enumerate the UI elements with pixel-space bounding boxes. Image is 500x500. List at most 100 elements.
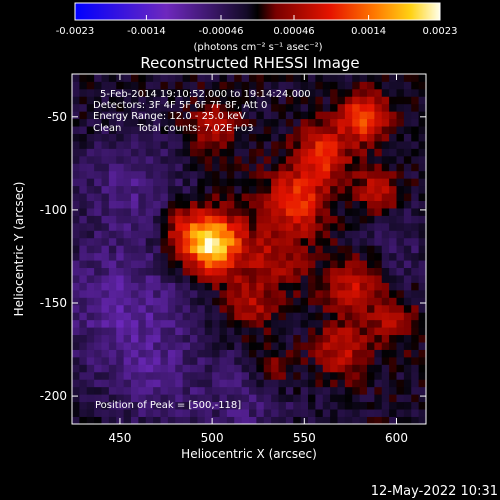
heatmap-cell [175,349,184,358]
heatmap-cell [167,88,176,97]
heatmap-cell [86,260,95,269]
heatmap-cell [271,312,279,321]
heatmap-cell [352,237,361,246]
heatmap-cell [374,170,383,179]
heatmap-cell [72,327,80,336]
heatmap-cell [315,245,324,254]
heatmap-cell [234,155,243,164]
heatmap-cell [381,215,390,224]
colorbar-tick-label: 0.0014 [351,26,386,37]
heatmap-cell [241,163,250,172]
heatmap-cell [300,349,309,358]
heatmap-cell [167,371,176,380]
heatmap-cell [116,200,125,209]
heatmap-cell [123,342,132,350]
heatmap-cell [123,148,132,157]
heatmap-cell [403,215,412,224]
heatmap-cell [293,81,302,90]
heatmap-cell [359,282,368,291]
heatmap-cell [396,334,405,343]
heatmap-cell [182,111,191,120]
heatmap-cell [322,222,331,231]
heatmap-cell [101,394,110,403]
heatmap-cell [234,118,243,127]
heatmap-cell [293,222,302,231]
heatmap-cell [167,282,176,291]
heatmap-cell [330,342,338,350]
heatmap-cell [204,319,213,328]
heatmap-cell [249,148,257,157]
heatmap-cell [256,327,265,336]
heatmap-cell [374,74,383,82]
heatmap-cell [411,319,420,328]
heatmap-cell [131,312,139,321]
heatmap-cell [263,289,272,298]
heatmap-cell [212,409,220,417]
heatmap-cell [330,208,338,216]
heatmap-cell [182,215,191,224]
heatmap-cell [175,141,184,149]
heatmap-cell [278,118,287,127]
heatmap-cell [72,342,80,350]
heatmap-cell [145,178,154,187]
heatmap-cell [197,327,206,336]
heatmap-cell [271,155,279,164]
heatmap-cell [197,200,206,209]
heatmap-cell [79,103,88,112]
heatmap-cell [308,386,316,395]
heatmap-cell [271,163,279,172]
heatmap-cell [197,178,206,187]
heatmap-cell [197,356,206,365]
heatmap-cell [389,185,397,194]
heatmap-cell [344,356,353,365]
heatmap-cell [138,379,147,388]
heatmap-cell [101,371,110,380]
heatmap-cell [190,148,198,157]
heatmap-cell [212,178,220,187]
heatmap-cell [367,170,375,179]
heatmap-cell [322,103,331,112]
heatmap-cell [411,237,420,246]
heatmap-cell [381,364,390,373]
heatmap-cell [374,208,383,216]
heatmap-cell [108,364,117,373]
heatmap-cell [403,163,412,172]
heatmap-cell [241,267,250,276]
heatmap-cell [204,170,213,179]
heatmap-cell [241,148,250,157]
heatmap-cell [293,148,302,157]
heatmap-cell [359,193,368,201]
heatmap-cell [131,155,139,164]
heatmap-cell [226,208,235,216]
heatmap-cell [101,349,110,358]
heatmap-cell [145,148,154,157]
heatmap-cell [167,148,176,157]
heatmap-cell [263,133,272,142]
heatmap-cell [256,222,265,231]
heatmap-cell [256,148,265,157]
heatmap-cell [374,356,383,365]
heatmap-cell [263,237,272,246]
heatmap-cell [359,111,368,120]
heatmap-cell [418,334,427,343]
heatmap-cell [101,111,110,120]
heatmap-cell [145,118,154,127]
heatmap-cell [175,312,184,321]
heatmap-cell [263,96,272,105]
heatmap-cell [182,155,191,164]
heatmap-cell [352,170,361,179]
heatmap-cell [396,282,405,291]
heatmap-cell [300,237,309,246]
heatmap-cell [204,81,213,90]
heatmap-cell [241,416,250,425]
heatmap-cell [123,155,132,164]
peak-position-label: Position of Peak = [500,-118] [95,400,241,411]
heatmap-cell [418,319,427,328]
heatmap-cell [204,349,213,358]
heatmap-cell [219,88,228,97]
heatmap-cell [86,386,95,395]
heatmap-cell [86,178,95,187]
heatmap-cell [123,260,132,269]
heatmap-cell [330,222,338,231]
heatmap-cell [108,96,117,105]
